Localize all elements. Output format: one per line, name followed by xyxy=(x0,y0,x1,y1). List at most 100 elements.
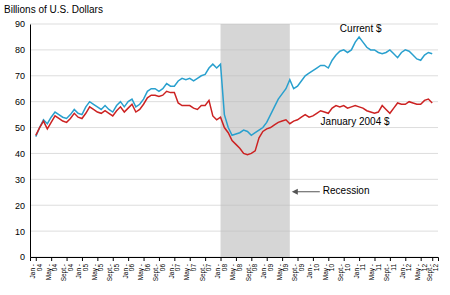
y-tick-label: 40 xyxy=(15,149,25,159)
x-tick-mark xyxy=(144,257,145,261)
x-tick-label-line: 07 xyxy=(190,264,197,272)
y-tick-label: 20 xyxy=(15,201,25,211)
x-tick-label-line: 08 xyxy=(221,264,228,272)
x-tick-mark xyxy=(328,257,329,261)
x-tick-label-line: 05 xyxy=(113,264,120,272)
x-tick-label-line: 04 xyxy=(67,264,74,272)
plot-area xyxy=(36,24,432,257)
y-axis-title: Billions of U.S. Dollars xyxy=(4,4,103,15)
region-label: Recession xyxy=(323,185,370,196)
x-tick-mark xyxy=(159,257,160,261)
y-tick-label: 50 xyxy=(15,123,25,133)
x-tick-label-line: 05 xyxy=(82,264,89,272)
x-tick-label: May -07 xyxy=(183,264,197,281)
x-tick-mark xyxy=(236,257,237,261)
series-line xyxy=(36,37,432,137)
y-tick: 10 xyxy=(15,226,30,236)
x-tick-label-line: 08 xyxy=(251,264,258,272)
x-tick-label-line: 11 xyxy=(375,264,382,271)
x-tick-label-line: 06 xyxy=(159,264,166,272)
annotations: Recession xyxy=(292,185,370,196)
x-tick-label: Sept.-05 xyxy=(106,264,120,282)
y-tick: 80 xyxy=(15,45,30,55)
shaded-region xyxy=(221,24,290,257)
x-tick: Sept.-11 xyxy=(383,257,397,281)
y-tick: 90 xyxy=(15,19,30,29)
x-tick-label-line: 05 xyxy=(97,264,104,272)
y-axis-line xyxy=(30,25,31,258)
x-tick-mark xyxy=(421,257,422,261)
x-tick-label-line: 07 xyxy=(205,264,212,272)
y-tick-label: 60 xyxy=(15,97,25,107)
y-tick-label: 10 xyxy=(15,226,25,236)
y-tick: 60 xyxy=(15,97,30,107)
x-tick: Jan -10 xyxy=(306,257,320,278)
x-tick-label: Jan -05 xyxy=(75,264,89,279)
x-tick: Jan -11 xyxy=(353,257,367,278)
x-tick-mark xyxy=(405,257,406,261)
x-tick: Jan -07 xyxy=(168,257,182,278)
x-tick-label-line: 12 xyxy=(405,264,412,272)
x-tick-label: May -11 xyxy=(368,264,382,281)
x-tick-label-line: 09 xyxy=(282,264,289,272)
x-tick-mark xyxy=(221,257,222,261)
x-tick: Sept.-09 xyxy=(291,257,305,281)
x-tick-label: Jan -07 xyxy=(168,264,182,279)
y-tick: 40 xyxy=(15,149,30,159)
x-tick-mark xyxy=(374,257,375,261)
x-tick: Sept.-07 xyxy=(199,257,213,281)
x-tick-mark xyxy=(82,257,83,261)
x-tick-label: Jan -08 xyxy=(214,264,228,279)
x-tick-mark xyxy=(51,257,52,261)
series-label: Current $ xyxy=(340,23,382,34)
x-tick-mark xyxy=(67,257,68,261)
x-tick-mark xyxy=(128,257,129,261)
x-tick-mark xyxy=(174,257,175,261)
x-tick-label: May -10 xyxy=(322,264,336,281)
x-tick: May -07 xyxy=(183,257,197,280)
grid xyxy=(30,24,438,257)
x-tick: Sept.-05 xyxy=(106,257,120,281)
x-tick-mark xyxy=(432,257,433,261)
x-tick-mark xyxy=(390,257,391,261)
x-tick: Sept.-08 xyxy=(245,257,259,281)
x-tick-label: Jan -09 xyxy=(260,264,274,279)
x-tick-label-line: 09 xyxy=(267,264,274,272)
x-tick-label: Sept.-12 xyxy=(426,264,440,282)
series-label: January 2004 $ xyxy=(321,116,390,127)
y-tick: 30 xyxy=(15,175,30,185)
x-tick: Jan -12 xyxy=(399,257,413,278)
y-tick-label: 80 xyxy=(15,45,25,55)
region-arrow-head xyxy=(292,189,298,195)
x-tick: Jan -06 xyxy=(122,257,135,278)
x-tick-label-line: 10 xyxy=(313,264,320,272)
x-axis-line xyxy=(31,258,439,262)
x-tick-label: May -08 xyxy=(229,264,243,281)
x-tick-label: Sept.-10 xyxy=(337,264,351,282)
x-tick-label-line: 07 xyxy=(174,264,181,272)
x-tick-mark xyxy=(205,257,206,261)
x-tick: Sept.-04 xyxy=(60,257,74,281)
x-tick-mark xyxy=(359,257,360,261)
x-axis: Jan -04May -04Sept.-04Jan -05May -05Sept… xyxy=(29,257,439,281)
region-arrow-line xyxy=(296,191,320,192)
x-tick: May -04 xyxy=(45,257,59,280)
x-tick-mark xyxy=(113,257,114,261)
x-tick-mark xyxy=(313,257,314,261)
x-tick-label-line: 04 xyxy=(51,264,58,272)
x-tick: Sept.-06 xyxy=(152,257,166,281)
x-tick-label-line: 06 xyxy=(144,264,151,272)
x-tick-mark xyxy=(282,257,283,261)
series-labels: Current $ January 2004 $ xyxy=(321,23,390,127)
x-tick-label: Jan -10 xyxy=(306,264,320,279)
x-tick-label: Sept.-11 xyxy=(383,264,397,282)
y-tick-label: 30 xyxy=(15,175,25,185)
chart-container: Jan -04May -04Sept.-04Jan -05May -05Sept… xyxy=(0,0,450,295)
y-tick: 50 xyxy=(15,123,30,133)
x-tick-label: May -06 xyxy=(137,264,151,281)
y-tick: 70 xyxy=(15,71,30,81)
x-tick-mark xyxy=(190,257,191,261)
x-tick-mark xyxy=(97,257,98,261)
x-tick-label-line: 12 xyxy=(432,264,439,272)
x-tick: Jan -09 xyxy=(260,257,274,278)
